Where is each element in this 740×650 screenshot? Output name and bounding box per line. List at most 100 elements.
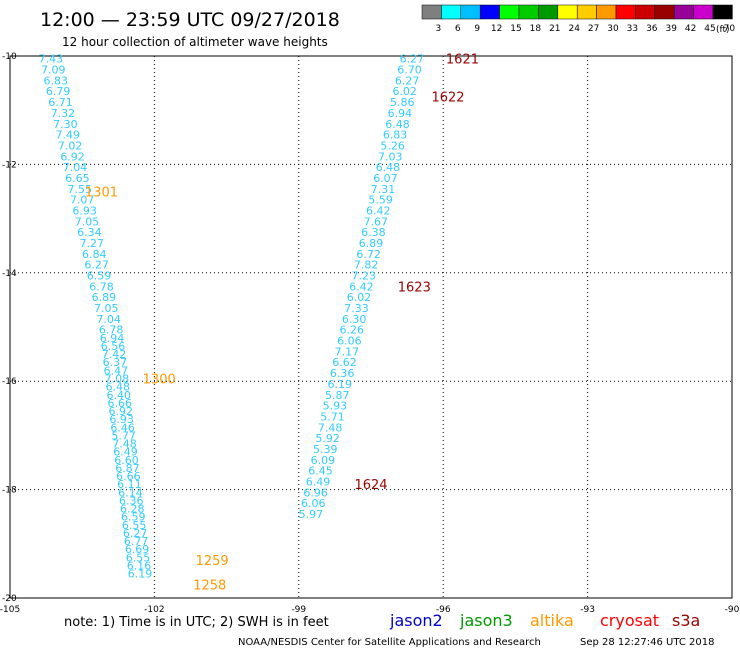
wave-height-value: 7.02 <box>58 139 83 152</box>
wave-height-value: 7.09 <box>41 64 66 77</box>
colorbar-tick-label: 24 <box>568 24 580 34</box>
colorbar-tick-label: 21 <box>549 24 560 34</box>
colorbar-tick-label: 36 <box>646 24 658 34</box>
wave-height-value: 6.26 <box>339 324 364 337</box>
wave-height-value: 6.93 <box>72 204 97 217</box>
colorbar-tick-label: 39 <box>665 24 677 34</box>
legend-item-s3a: s3a <box>672 611 700 630</box>
wave-height-value: 6.02 <box>347 291 372 304</box>
wave-height-value: 6.27 <box>84 259 109 272</box>
colorbar-swatch <box>596 4 617 20</box>
colorbar-tick-label: 12 <box>491 24 502 34</box>
wave-height-value: 6.89 <box>92 291 117 304</box>
y-tick-label: -16 <box>2 377 17 387</box>
colorbar-swatch <box>441 4 462 20</box>
y-tick-label: -12 <box>2 160 17 170</box>
wave-height-value: 6.37 <box>103 356 128 369</box>
track-altika: 7.437.096.836.796.717.327.307.497.026.92… <box>39 53 229 594</box>
wave-height-value: 6.30 <box>342 313 367 326</box>
wave-height-value: 7.08 <box>105 372 130 385</box>
colorbar-swatch <box>635 4 656 20</box>
wave-height-value: 6.19 <box>327 378 352 391</box>
wave-height-value: 6.07 <box>373 172 398 185</box>
wave-height-value: 6.19 <box>128 568 153 581</box>
colorbar-swatch <box>693 4 714 20</box>
wave-height-value: 6.48 <box>376 161 401 174</box>
wave-height-value: 6.06 <box>337 335 362 348</box>
wave-height-value: 6.36 <box>330 367 355 380</box>
colorbar-tick-label: 15 <box>510 24 521 34</box>
pass-time-label: 1259 <box>196 554 229 569</box>
wave-height-value: 7.31 <box>371 183 396 196</box>
x-tick-label: -90 <box>725 605 740 615</box>
y-tick-label: -20 <box>2 594 17 604</box>
wave-height-value: 6.93 <box>109 413 134 426</box>
colorbar-unit: (ft) <box>716 25 730 35</box>
colorbar-swatch <box>615 4 636 20</box>
colorbar-tick-label: 30 <box>607 24 619 34</box>
wave-height-value: 7.04 <box>96 313 121 326</box>
colorbar-swatch <box>499 4 520 20</box>
wave-height-value: 6.47 <box>104 364 129 377</box>
colorbar-tick-label: 9 <box>474 24 480 34</box>
wave-height-value: 5.71 <box>320 410 345 423</box>
wave-height-value: 6.49 <box>113 446 138 459</box>
wave-height-value: 6.84 <box>82 248 107 261</box>
x-tick-label: -99 <box>291 605 306 615</box>
wave-height-value: 5.93 <box>323 400 348 413</box>
wave-height-value: 5.86 <box>390 96 415 109</box>
page-subtitle: 12 hour collection of altimeter wave hei… <box>62 35 328 49</box>
wave-height-value: 6.60 <box>114 454 139 467</box>
wave-height-value: 6.11 <box>117 478 142 491</box>
pass-time-label: 1621 <box>446 53 479 68</box>
colorbar-tick-label: 70 <box>724 24 736 34</box>
y-tick-label: -10 <box>2 52 17 62</box>
y-tick-label: -18 <box>2 486 17 496</box>
wave-height-value: 6.40 <box>107 389 132 402</box>
wave-height-value: 6.09 <box>311 454 336 467</box>
wave-height-value: 6.56 <box>101 340 126 353</box>
wave-height-value: 7.82 <box>354 259 379 272</box>
colorbar-tick-label: 42 <box>685 24 696 34</box>
wave-height-value: 7.42 <box>102 348 127 361</box>
wave-height-value: 6.79 <box>46 85 71 98</box>
colorbar-tick-label: 6 <box>455 24 461 34</box>
legend-item-jason3: jason3 <box>459 611 513 630</box>
x-tick-label: -105 <box>0 605 20 615</box>
wave-height-value: 7.55 <box>68 183 93 196</box>
colorbar-tick-label: 3 <box>436 24 442 34</box>
wave-height-value: 6.66 <box>107 397 132 410</box>
colorbar-swatch <box>538 4 559 20</box>
colorbar-tick-label: 33 <box>627 24 638 34</box>
wave-height-value: 6.46 <box>110 421 135 434</box>
colorbar-swatch <box>673 4 694 20</box>
wave-height-value: 6.92 <box>108 405 133 418</box>
wave-height-value: 6.42 <box>349 280 374 293</box>
wave-height-value: 7.48 <box>112 438 137 451</box>
pass-time-label: 1301 <box>85 186 118 201</box>
wave-height-value: 6.70 <box>397 64 422 77</box>
wave-height-value: 6.89 <box>359 237 384 250</box>
wave-height-value: 6.27 <box>123 527 148 540</box>
wave-height-value: 7.32 <box>51 107 76 120</box>
grid-lines <box>10 56 732 598</box>
x-tick-label: -93 <box>580 605 595 615</box>
wave-height-value: 6.48 <box>106 381 131 394</box>
wave-height-value: 7.33 <box>344 302 369 315</box>
wave-height-value: 7.05 <box>94 302 119 315</box>
wave-height-value: 7.07 <box>70 194 95 207</box>
colorbar-swatch <box>421 4 442 20</box>
credit-text: NOAA/NESDIS Center for Satellite Applica… <box>238 637 541 648</box>
colorbar-swatch <box>557 4 578 20</box>
wave-height-value: 6.28 <box>120 503 145 516</box>
wave-height-value: 5.97 <box>299 508 324 521</box>
wave-height-value: 6.65 <box>65 172 90 185</box>
wave-height-value: 6.42 <box>366 204 391 217</box>
map-frame <box>9 55 733 599</box>
wave-height-value: 7.04 <box>63 161 88 174</box>
wave-height-value: 6.83 <box>43 74 68 87</box>
wave-height-value: 6.78 <box>89 280 114 293</box>
wave-height-value: 7.43 <box>39 53 64 66</box>
